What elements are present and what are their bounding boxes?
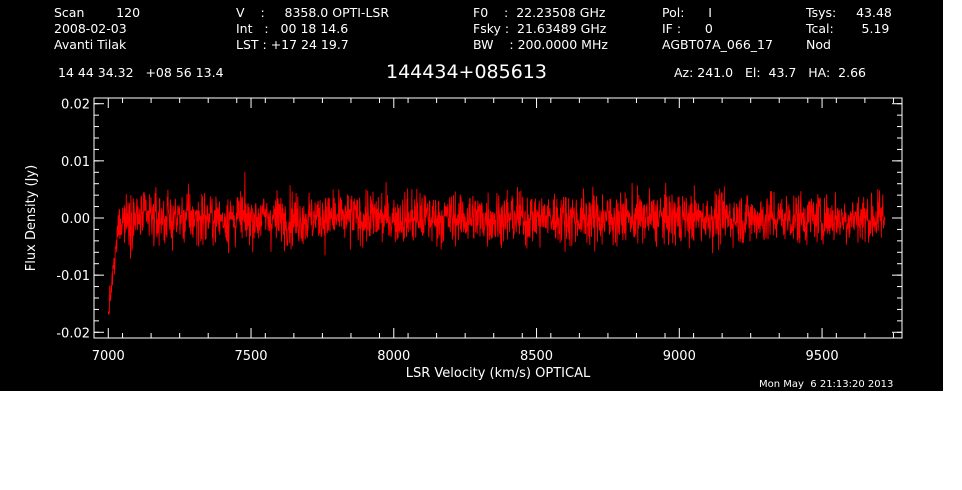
- y-axis-label: Flux Density (Jy): [24, 165, 39, 271]
- x-tick-label: 7500: [234, 349, 267, 364]
- x-tick-label: 8000: [377, 349, 410, 364]
- x-tick-label: 9000: [663, 349, 696, 364]
- y-tick-label: 0.00: [61, 212, 90, 227]
- pointing-label: Az: 241.0 El: 43.7 HA: 2.66: [674, 65, 867, 80]
- tsys-label: Tsys: 43.48: [806, 5, 892, 20]
- source-name: 144434+085613: [386, 61, 547, 83]
- x-tick-label: 8500: [520, 349, 553, 364]
- coordinates-label: 14 44 34.32 +08 56 13.4: [58, 65, 224, 80]
- tcal-label: Tcal: 5.19: [806, 21, 890, 36]
- project-label: AGBT07A_066_17: [662, 37, 773, 52]
- y-tick-label: -0.01: [56, 269, 90, 284]
- mode-label: Nod: [806, 37, 831, 52]
- sky-freq-label: Fsky : 21.63489 GHz: [473, 21, 607, 36]
- bandwidth-label: BW : 200.0000 MHz: [473, 37, 608, 52]
- date-label: 2008-02-03: [54, 21, 127, 36]
- x-tick-label: 7000: [92, 349, 125, 364]
- spectrum-trace: [107, 171, 886, 316]
- x-axis-label: LSR Velocity (km/s) OPTICAL: [406, 366, 591, 381]
- y-tick-label: -0.02: [56, 326, 90, 341]
- x-tick-label: 9500: [806, 349, 839, 364]
- rest-freq-label: F0 : 22.23508 GHz: [473, 5, 606, 20]
- velocity-label: V : 8358.0 OPTI-LSR: [236, 5, 390, 20]
- lst-label: LST : +17 24 19.7: [236, 37, 349, 52]
- spectrum-chart: 7000 7500 8000 8500 9000 9500 -0.02 -0.01 0.00 0.…: [24, 97, 903, 381]
- int-time-label: Int : 00 18 14.6: [236, 21, 349, 36]
- if-label: IF : 0: [662, 21, 713, 36]
- y-tick-label: 0.01: [61, 155, 90, 170]
- y-tick-label: 0.02: [61, 98, 90, 113]
- pol-label: Pol: I: [662, 5, 712, 20]
- plot-timestamp: Mon May 6 21:13:20 2013: [759, 379, 894, 390]
- observer-label: Avanti Tilak: [54, 37, 127, 52]
- spectrum-panel: Scan 120 2008-02-03 Avanti Tilak V : 835…: [0, 0, 943, 391]
- scan-label: Scan 120: [54, 5, 141, 20]
